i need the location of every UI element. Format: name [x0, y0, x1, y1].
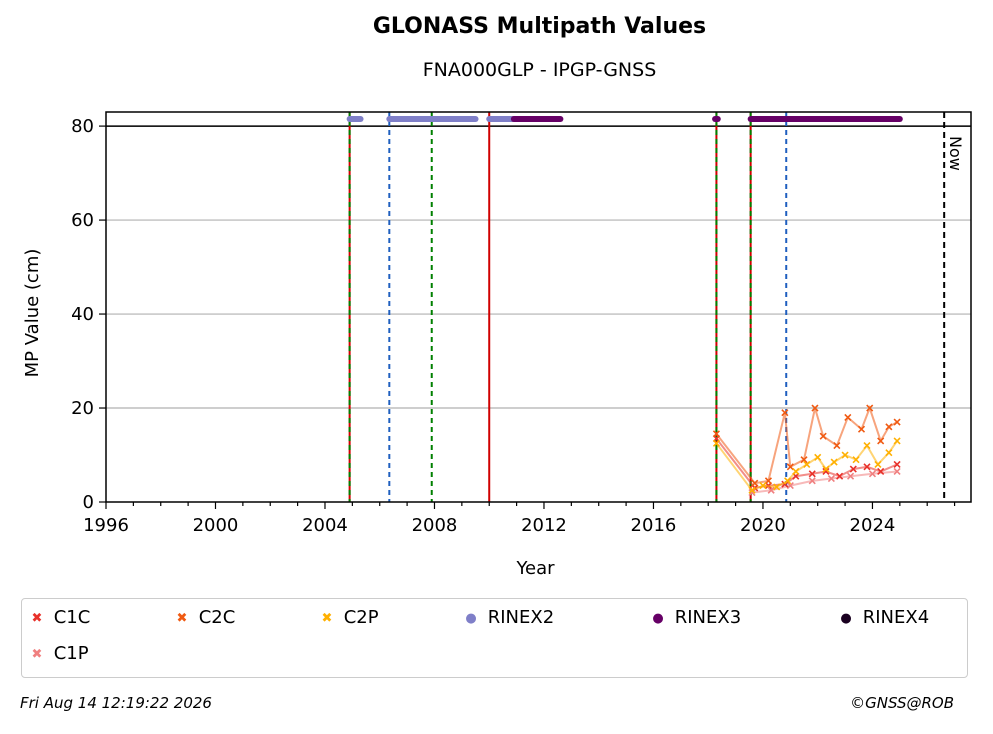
data-point-c1p-3	[808, 477, 816, 485]
data-point-c2p-8	[822, 465, 830, 473]
y-axis-label: MP Value (cm)	[22, 249, 43, 378]
chart-title: GLONASS Multipath Values	[372, 14, 707, 39]
data-point-c2p-13	[874, 460, 882, 468]
legend-label-c2p: C2P	[343, 607, 379, 628]
data-point-c2p-11	[852, 456, 860, 464]
legend-marker-rinex3: ●	[652, 611, 664, 626]
x-tick-label-1996: 1996	[83, 515, 129, 536]
x-tick-label-2000: 2000	[193, 515, 239, 536]
data-point-c2p-2	[759, 481, 767, 490]
x-tick-label-2004: 2004	[302, 515, 348, 536]
y-tick-label-20: 20	[71, 398, 94, 419]
legend-item-rinex4: ● RINEX4	[835, 608, 929, 629]
data-point-c2p-6	[803, 460, 811, 468]
data-point-c2c-2	[764, 477, 773, 485]
legend-label-c1c: C1C	[53, 607, 91, 628]
y-tick-label-80: 80	[71, 116, 94, 137]
legend-item-c2p: ✖ C2P	[316, 608, 379, 629]
data-point-c2p-7	[814, 453, 822, 461]
legend-item-c2c: ✖ C2C	[171, 607, 236, 629]
series-c2p	[712, 437, 901, 494]
data-point-c1c-11	[893, 460, 901, 468]
data-point-c1p-7	[893, 467, 901, 476]
data-point-c2c-4	[786, 463, 794, 471]
legend-marker-c1p: ✖	[31, 647, 43, 662]
data-point-c2c-12	[877, 437, 885, 445]
series-trace-c2p	[715, 440, 898, 492]
data-point-c2p-1	[748, 486, 756, 494]
data-point-c1c-5	[808, 470, 816, 478]
data-point-c2c-11	[866, 404, 874, 412]
legend-item-rinex3: ● RINEX3	[647, 608, 741, 629]
x-tick-label-2008: 2008	[412, 515, 458, 536]
x-axis-label: Year	[515, 558, 555, 579]
legend-item-c1c: ✖ C1C	[26, 607, 91, 629]
data-point-c2c-10	[857, 425, 866, 433]
legend-item-c1p: ✖ C1P	[26, 644, 89, 665]
data-point-c1c-8	[849, 465, 857, 473]
chart-canvas: Now 1996 2000 2004 2008 2012 2016 2020 2024 0 20 40…	[22, 111, 972, 579]
legend-label-rinex3: RINEX3	[674, 607, 742, 628]
data-point-c2c-1	[751, 479, 759, 487]
plot-frame	[105, 111, 972, 503]
legend-marker-rinex2: ●	[465, 611, 477, 626]
data-point-c2p-10	[841, 451, 849, 459]
footer-timestamp: Fri Aug 14 12:19:22 2026	[20, 694, 212, 712]
data-point-c2c-6	[811, 404, 819, 412]
data-point-c2p-0	[712, 439, 720, 447]
data-point-c2c-5	[800, 456, 808, 464]
data-point-c1p-0	[748, 489, 756, 497]
legend-label-c2c: C2C	[198, 607, 236, 628]
data-point-c1p-6	[868, 470, 877, 478]
data-point-c1p-5	[846, 472, 855, 480]
legend-item-rinex2: ● RINEX2	[460, 608, 554, 629]
legend-marker-c2p: ✖	[321, 611, 333, 626]
x-tick-label-2016: 2016	[631, 515, 677, 536]
legend-label-c1p: C1P	[53, 643, 89, 664]
chart-subtitle: FNA000GLP - IPGP-GNSS	[422, 59, 657, 81]
data-point-c2c-9	[844, 413, 852, 421]
y-tick-label-0: 0	[83, 492, 94, 513]
data-point-c1c-10	[877, 467, 885, 476]
data-point-c2p-4	[784, 477, 792, 485]
x-tick-label-2020: 2020	[740, 515, 786, 536]
x-tick-label-2024: 2024	[850, 515, 896, 536]
data-point-c2p-14	[885, 449, 893, 457]
data-point-c2p-3	[773, 483, 781, 491]
data-point-c1c-7	[836, 472, 844, 480]
legend: ✖ C1C ✖ C2C ✖ C2P ● RINEX2 ● RINEX3 ● RI…	[21, 598, 968, 678]
data-point-c1p-1	[767, 486, 775, 494]
y-tick-label-60: 60	[71, 210, 94, 231]
data-point-c2c-0	[712, 430, 720, 438]
data-point-c1c-9	[863, 463, 871, 471]
data-point-c2p-9	[830, 458, 838, 466]
data-point-c2c-14	[893, 418, 901, 426]
x-tick-label-2012: 2012	[521, 515, 567, 536]
legend-marker-rinex4: ●	[840, 611, 852, 626]
data-point-c1p-4	[827, 474, 835, 483]
legend-marker-c1c: ✖	[31, 611, 43, 626]
data-point-c2c-7	[819, 432, 827, 440]
y-tick-label-40: 40	[71, 304, 94, 325]
footer-copyright: ©GNSS@ROB	[850, 694, 954, 712]
data-point-c2c-3	[781, 409, 789, 417]
now-label: Now	[946, 136, 965, 171]
data-point-c2p-12	[863, 442, 871, 450]
data-point-c2p-5	[792, 467, 800, 476]
data-point-c1p-2	[786, 481, 794, 490]
series-c2c	[712, 404, 901, 487]
data-point-c2p-15	[893, 437, 901, 445]
legend-label-rinex2: RINEX2	[487, 607, 555, 628]
data-point-c2c-8	[833, 442, 841, 450]
data-point-c1c-6	[822, 467, 830, 476]
data-point-c2c-13	[885, 423, 893, 431]
legend-marker-c2c: ✖	[176, 611, 188, 626]
legend-label-rinex4: RINEX4	[862, 607, 930, 628]
